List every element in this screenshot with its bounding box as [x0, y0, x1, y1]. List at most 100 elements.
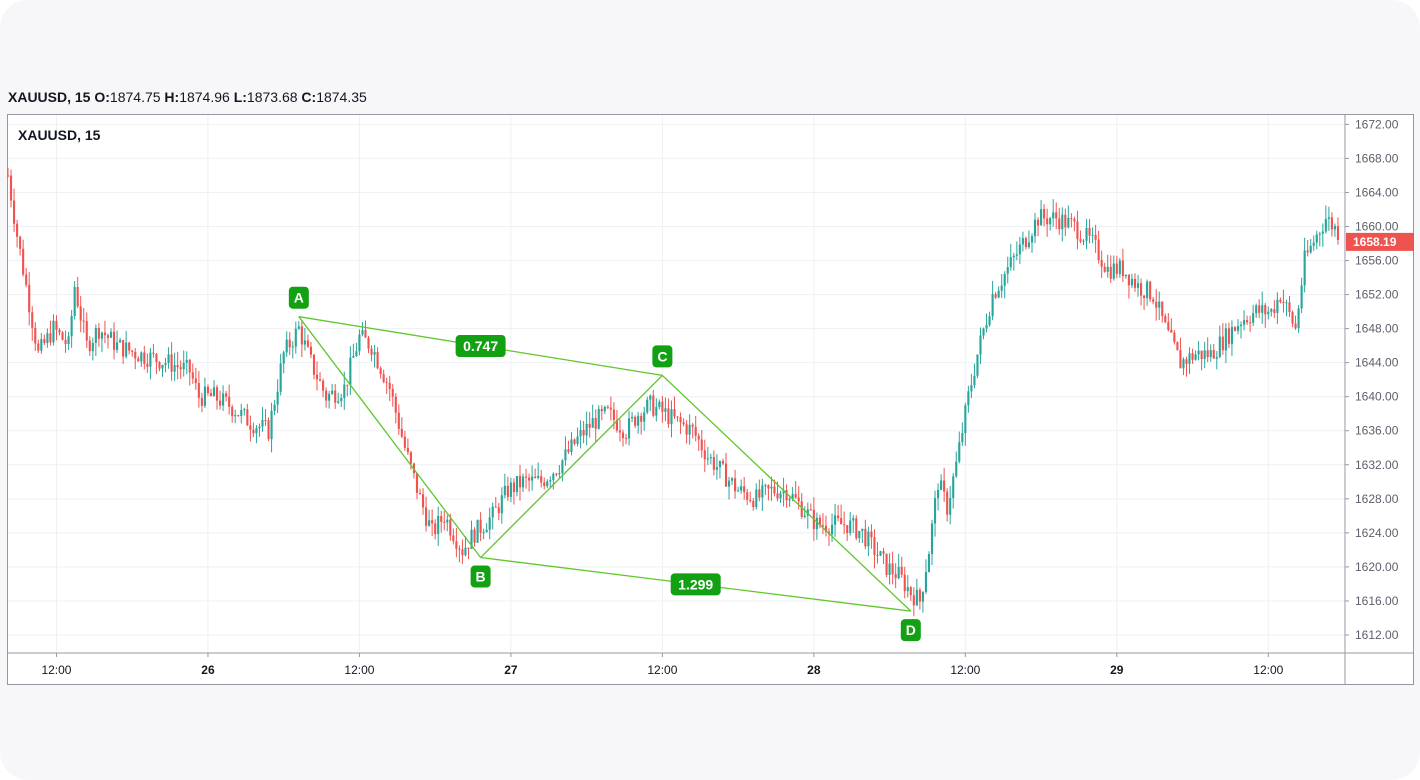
candle-body [46, 333, 49, 343]
candle-body [22, 248, 25, 275]
candle-body [1252, 313, 1255, 323]
candle-body [1212, 350, 1215, 359]
candle-body [222, 393, 225, 406]
last-price-tag [1346, 232, 1414, 251]
candle-body [28, 284, 31, 313]
candle-body [334, 390, 337, 403]
candle-body [882, 551, 885, 554]
candle-body [288, 339, 291, 348]
candle-body [1146, 281, 1149, 298]
candle-body [800, 501, 803, 517]
candle-body [658, 401, 661, 407]
candle-body [140, 352, 143, 362]
ohlc-header: XAUUSD, 15 O:1874.75 H:1874.96 L:1873.68… [8, 89, 367, 105]
candle-body [1027, 242, 1031, 248]
candle-body [1227, 328, 1230, 344]
candle-body [1003, 273, 1006, 286]
candle-body [1106, 266, 1109, 272]
candle-body [291, 346, 294, 348]
candle-body [52, 320, 55, 343]
candle-body [1273, 309, 1276, 314]
candle-body [1300, 285, 1303, 309]
candle-body [197, 383, 200, 398]
candle-body [755, 489, 758, 508]
candle-body [509, 482, 512, 497]
candle-body [503, 485, 506, 496]
candle-body [600, 408, 603, 412]
time-axis: 12:00 26 12:00 27 12:00 28 12:00 29 12:00 [8, 652, 1413, 677]
candle-body [1000, 285, 1003, 291]
candle-body [885, 553, 888, 575]
candle-body [997, 290, 1000, 298]
candle-body [567, 449, 570, 452]
candle-body [418, 493, 422, 495]
price-tick-label: 1636.00 [1355, 424, 1399, 438]
candle-body [500, 495, 503, 514]
candle-body [927, 554, 931, 573]
price-tick-label: 1656.00 [1355, 254, 1399, 268]
candle-body [512, 482, 515, 493]
price-tick-label: 1620.00 [1355, 560, 1399, 574]
candle-body [497, 507, 500, 514]
pattern-ratio-badge [455, 335, 506, 358]
price-tick-label: 1648.00 [1355, 322, 1399, 336]
candle-body [624, 438, 628, 440]
candle-body [1097, 239, 1100, 261]
candle-body [824, 525, 828, 532]
candle-body [558, 473, 561, 475]
candle-body [340, 398, 343, 402]
symbol-interval[interactable]: XAUUSD, 15 [8, 89, 91, 105]
candle-body [1088, 227, 1091, 236]
candle-body [727, 480, 731, 487]
candle-body [1049, 218, 1052, 225]
candle-body [234, 415, 237, 417]
price-tick-label: 1616.00 [1355, 594, 1399, 608]
candle-body [930, 523, 934, 555]
candle-body [830, 524, 834, 535]
candle-body [1033, 219, 1037, 237]
candle-body [791, 493, 794, 499]
candle-body [88, 340, 91, 352]
candle-body [794, 493, 797, 498]
candle-body [19, 236, 22, 249]
candle-body [734, 478, 737, 492]
candle-body [809, 509, 812, 511]
candle-body [518, 476, 522, 488]
candle-body [1233, 327, 1237, 331]
candle-body [134, 351, 137, 359]
candle-body [1030, 236, 1034, 243]
time-tick-label: 26 [201, 663, 215, 677]
candle-body [955, 461, 958, 477]
candle-body [1118, 260, 1121, 274]
candle-body [873, 537, 876, 555]
candle-body [376, 352, 379, 369]
candle-body [143, 352, 146, 364]
candle-body [1236, 326, 1240, 331]
candle-body [1152, 299, 1155, 302]
candle-body [585, 423, 588, 436]
candle-body [70, 315, 73, 337]
price-tick-label: 1640.00 [1355, 390, 1399, 404]
candle-body [397, 412, 400, 429]
candle-body [570, 439, 573, 452]
candle-body [1024, 238, 1027, 248]
candle-body [676, 416, 679, 418]
candle-body [215, 387, 219, 401]
candle-body [606, 406, 609, 408]
candle-body [737, 490, 740, 492]
chart-legend-title[interactable]: XAUUSD, 15 [18, 127, 101, 143]
candle-body [219, 400, 222, 406]
candle-body [349, 357, 352, 385]
candle-body [1143, 295, 1146, 298]
candle-body [561, 460, 564, 474]
candle-body [779, 493, 782, 499]
candle-body [1255, 305, 1258, 314]
candle-body [649, 395, 652, 400]
candle-body [149, 352, 152, 367]
candle-body [255, 428, 258, 434]
low-value: 1873.68 [246, 89, 298, 105]
candle-body [1309, 245, 1312, 253]
candle-body [1052, 212, 1055, 219]
candle-body [1294, 323, 1297, 329]
